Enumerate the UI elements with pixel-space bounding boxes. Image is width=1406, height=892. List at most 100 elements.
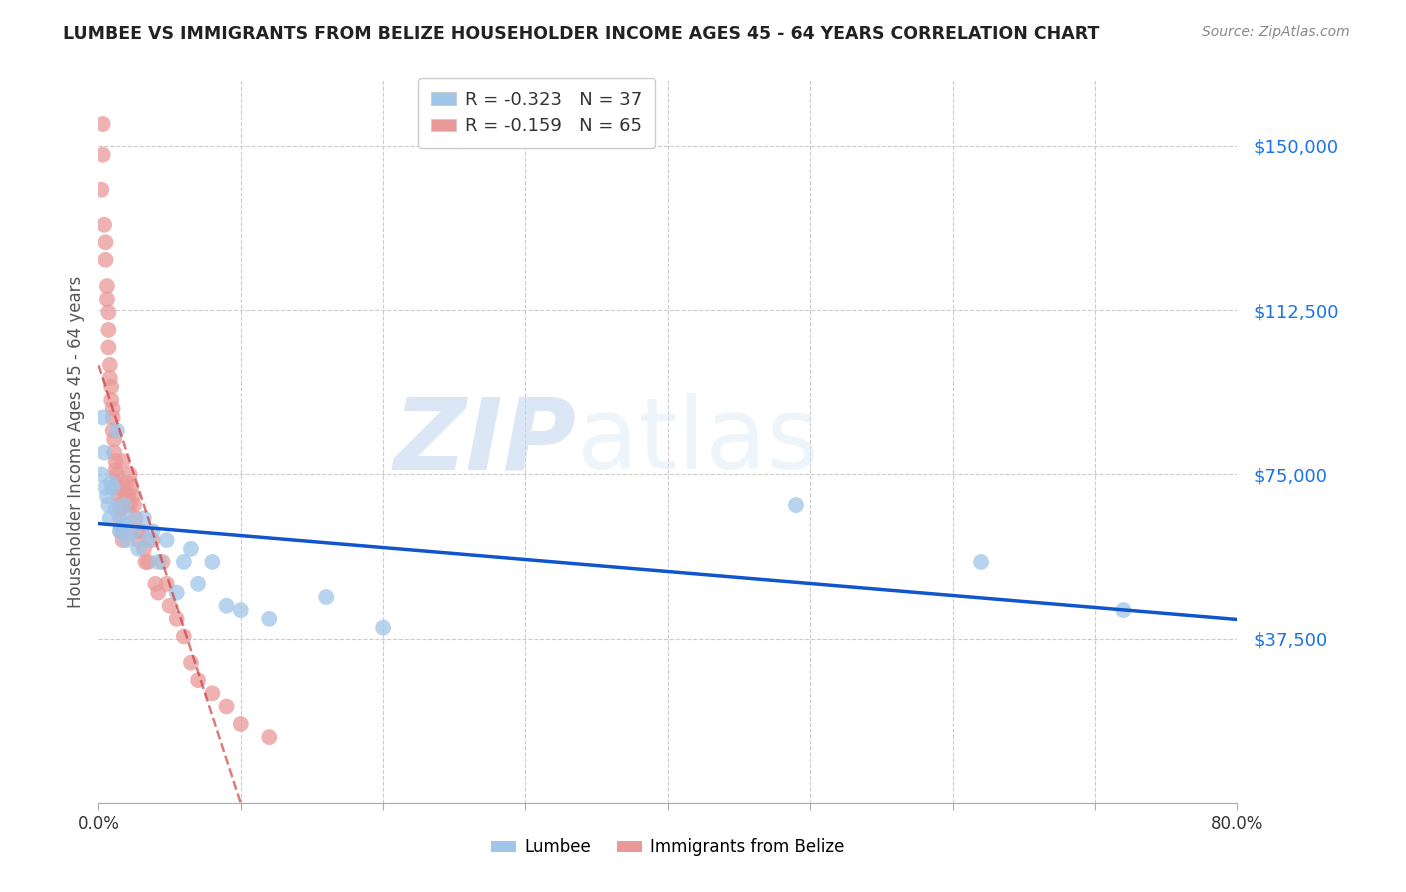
Point (118, 467, 141, 482)
Point (132, 541, 155, 556)
Point (107, 481, 129, 495)
Point (215, 599, 238, 613)
Point (111, 516, 134, 530)
Point (115, 533, 138, 547)
Point (785, 498, 807, 512)
Point (112, 481, 135, 495)
Point (98, 358, 121, 372)
Point (148, 585, 170, 599)
Point (100, 476, 122, 491)
Point (201, 686, 224, 700)
Point (111, 454, 134, 468)
Point (96, 292, 118, 306)
Point (148, 555, 170, 569)
Point (101, 410, 124, 425)
Point (122, 524, 145, 539)
Point (156, 533, 179, 547)
Point (115, 476, 138, 491)
Point (166, 612, 188, 626)
Point (91, 410, 114, 425)
Point (166, 585, 188, 599)
Point (112, 498, 135, 512)
Point (94, 252, 117, 267)
Point (100, 392, 122, 407)
Point (129, 524, 152, 539)
Point (112, 498, 135, 512)
Point (118, 498, 141, 512)
Text: ZIP: ZIP (394, 393, 576, 490)
Point (136, 533, 159, 547)
Point (97, 305, 120, 319)
Legend: Lumbee, Immigrants from Belize: Lumbee, Immigrants from Belize (485, 831, 851, 863)
Point (110, 524, 132, 539)
Point (114, 489, 136, 503)
Point (101, 481, 124, 495)
Point (122, 498, 145, 512)
Point (104, 463, 127, 477)
Point (229, 603, 252, 617)
Point (118, 511, 141, 525)
Point (108, 502, 131, 516)
Point (117, 489, 139, 503)
Point (108, 524, 131, 539)
Text: LUMBEE VS IMMIGRANTS FROM BELIZE HOUSEHOLDER INCOME AGES 45 - 64 YEARS CORRELATI: LUMBEE VS IMMIGRANTS FROM BELIZE HOUSEHO… (63, 25, 1099, 43)
Point (98, 371, 121, 385)
Point (141, 524, 163, 539)
Point (125, 524, 148, 539)
Point (101, 424, 124, 438)
Point (134, 555, 156, 569)
Point (107, 489, 129, 503)
Point (100, 380, 122, 394)
Point (103, 445, 125, 459)
Point (115, 498, 138, 512)
Point (105, 476, 128, 491)
Point (156, 577, 179, 591)
Point (121, 489, 143, 503)
Point (145, 577, 167, 591)
Point (173, 555, 195, 569)
Point (91, 147, 114, 161)
Point (259, 612, 281, 626)
Point (127, 533, 149, 547)
Point (94, 235, 117, 250)
Point (152, 555, 174, 569)
Point (108, 511, 131, 525)
Point (187, 673, 209, 688)
Point (1112, 603, 1135, 617)
Point (96, 489, 118, 503)
Point (98, 511, 121, 525)
Point (215, 699, 238, 714)
Point (97, 498, 120, 512)
Point (93, 218, 115, 232)
Point (111, 533, 134, 547)
Point (90, 467, 112, 482)
Point (173, 629, 195, 643)
Point (180, 656, 202, 670)
Point (97, 323, 120, 337)
Text: atlas: atlas (576, 393, 818, 490)
Point (104, 502, 127, 516)
Point (104, 454, 127, 468)
Point (970, 555, 993, 569)
Point (259, 730, 281, 744)
Point (101, 401, 124, 416)
Text: Source: ZipAtlas.com: Source: ZipAtlas.com (1202, 25, 1350, 39)
Point (180, 541, 202, 556)
Point (127, 541, 149, 556)
Point (141, 533, 163, 547)
Point (159, 599, 181, 613)
Point (96, 279, 118, 293)
Point (93, 445, 115, 459)
Point (97, 340, 120, 354)
Point (201, 555, 224, 569)
Point (373, 621, 395, 635)
Point (91, 117, 114, 131)
Point (136, 555, 159, 569)
Point (315, 590, 337, 604)
Point (103, 433, 125, 447)
Point (229, 717, 252, 731)
Point (132, 511, 155, 525)
Point (110, 520, 132, 534)
Point (90, 183, 112, 197)
Point (105, 467, 128, 482)
